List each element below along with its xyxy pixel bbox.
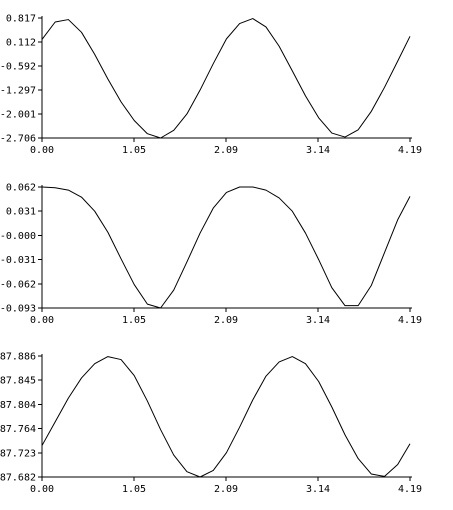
x-tick-label: 2.09 (214, 315, 238, 326)
y-tick-label: 87.723 (0, 448, 36, 459)
x-tick-label: 1.05 (122, 145, 146, 156)
y-tick-label: -0.031 (0, 255, 36, 266)
y-tick-label: -2.706 (0, 134, 36, 145)
x-tick-label: 1.05 (122, 484, 146, 495)
y-tick-label: 0.112 (6, 38, 36, 49)
x-tick-label: 0.00 (30, 484, 54, 495)
y-tick-label: -0.093 (0, 304, 36, 315)
y-tick-label: 0.817 (6, 14, 36, 25)
y-tick-label: -0.000 (0, 231, 36, 242)
x-tick-label: 0.00 (30, 145, 54, 156)
x-tick-label: 3.14 (306, 145, 330, 156)
x-tick-label: 2.09 (214, 484, 238, 495)
x-tick-label: 4.19 (398, 145, 422, 156)
x-tick-label: 3.14 (306, 484, 330, 495)
y-tick-label: 87.682 (0, 473, 36, 484)
y-tick-label: 87.764 (0, 424, 36, 435)
y-tick-label: 0.062 (6, 183, 36, 194)
x-tick-label: 3.14 (306, 315, 330, 326)
series-line-1 (41, 18, 411, 139)
series-line-1 (41, 356, 411, 478)
chart-panel-3: 87.886 87.845 87.804 87.764 87.723 87.6820.00… (0, 352, 422, 496)
y-tick-label: 87.845 (0, 376, 36, 387)
y-tick-label: -0.062 (0, 279, 36, 290)
y-tick-label: 0.031 (6, 207, 36, 218)
x-tick-label: 0.00 (30, 315, 54, 326)
x-tick-label: 1.05 (122, 315, 146, 326)
x-tick-label: 2.09 (214, 145, 238, 156)
series-line-1 (41, 186, 411, 309)
y-tick-label: 87.804 (0, 400, 36, 411)
x-tick-label: 4.19 (398, 484, 422, 495)
y-tick-label: -0.592 (0, 62, 36, 73)
y-tick-label: 87.886 (0, 352, 36, 363)
y-tick-label: -2.001 (0, 110, 36, 121)
x-tick-label: 4.19 (398, 315, 422, 326)
y-tick-label: -1.297 (0, 86, 36, 97)
